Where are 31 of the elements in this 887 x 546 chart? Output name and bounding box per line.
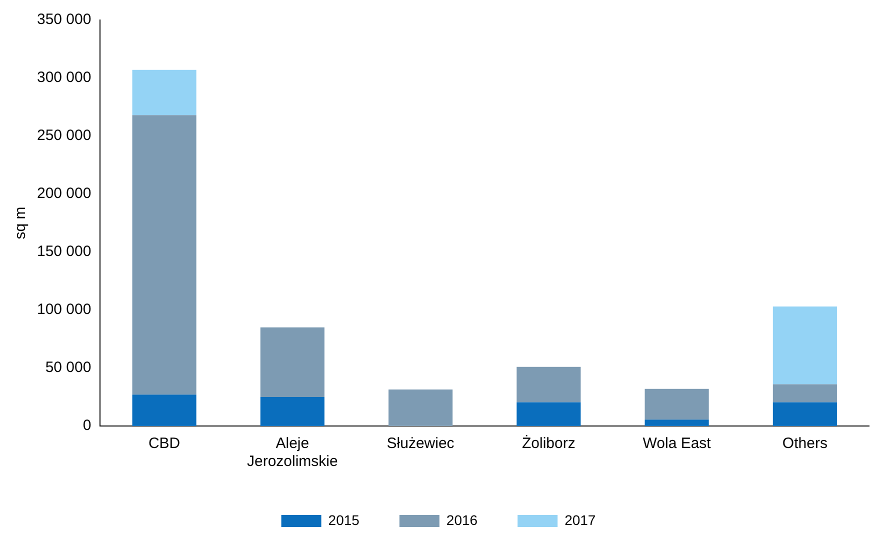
legend-label: 2015 bbox=[328, 512, 360, 528]
bar bbox=[132, 115, 196, 395]
bar bbox=[516, 366, 581, 402]
y-tick-label: 150 000 bbox=[36, 243, 92, 260]
bar bbox=[132, 394, 196, 426]
y-tick-label: 300 000 bbox=[36, 69, 92, 86]
x-tick-label: Aleje Jerozolimskie bbox=[246, 435, 338, 470]
y-tick-label: 200 000 bbox=[36, 185, 92, 202]
bar bbox=[772, 306, 837, 384]
legend-label: 2016 bbox=[446, 512, 478, 528]
x-tick-label: Żoliborz bbox=[522, 434, 576, 452]
x-tick-label: Others bbox=[782, 435, 828, 452]
y-tick-label: 100 000 bbox=[36, 301, 92, 318]
bar bbox=[132, 70, 196, 116]
y-tick-label: 50 000 bbox=[45, 359, 92, 376]
legend-label: 2017 bbox=[564, 512, 596, 528]
x-tick-label: CBD bbox=[148, 435, 180, 452]
x-tick-label: Wola East bbox=[642, 435, 712, 452]
bar bbox=[644, 388, 709, 420]
y-tick-label: 350 000 bbox=[36, 11, 92, 28]
bar bbox=[516, 402, 581, 426]
bar bbox=[388, 389, 453, 426]
bar bbox=[644, 420, 709, 426]
bar bbox=[772, 402, 837, 426]
y-axis-title: sq m bbox=[12, 206, 30, 240]
y-tick-label: 250 000 bbox=[36, 127, 92, 144]
y-tick-label: 0 bbox=[82, 417, 92, 434]
bar bbox=[260, 397, 324, 426]
bar bbox=[260, 327, 324, 397]
x-tick-label: Służewiec bbox=[386, 435, 455, 452]
bar bbox=[772, 384, 837, 402]
